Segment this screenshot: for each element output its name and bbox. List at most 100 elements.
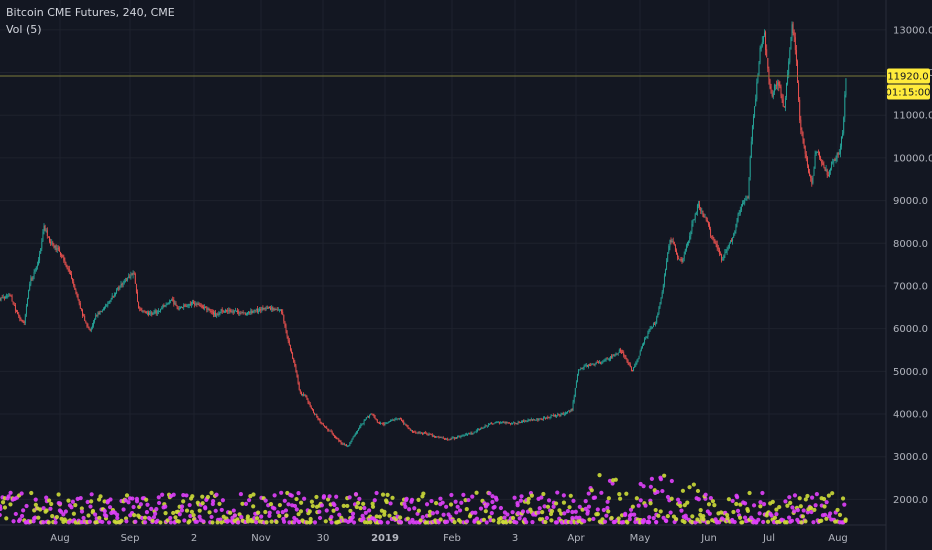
volume-dot [38, 507, 43, 512]
volume-dot [132, 513, 137, 518]
volume-dot [334, 494, 339, 499]
candle-body [527, 419, 529, 422]
candle-body [746, 197, 748, 200]
volume-legend[interactable]: Vol (5) [6, 23, 42, 36]
candle-body [585, 365, 587, 366]
volume-dot [740, 520, 745, 525]
volume-dot [591, 516, 596, 522]
candle-body [676, 250, 677, 255]
time-axis[interactable]: Aug Sep 2 Nov 30 2019 Feb 3 Apr May Jun Jul Aug [50, 533, 848, 544]
candle-body [820, 156, 822, 160]
volume-dot [708, 496, 713, 501]
volume-dot [361, 501, 366, 506]
candle-body [108, 301, 110, 304]
volume-dot [384, 499, 389, 505]
candle-body [245, 314, 247, 316]
candle-body [430, 434, 432, 436]
volume-dot [66, 520, 72, 525]
candle-body [687, 242, 688, 246]
candle-body [661, 291, 663, 298]
candle-body [520, 421, 522, 423]
candle-body [500, 422, 501, 424]
candle-body [132, 272, 134, 276]
candle-body [183, 305, 185, 308]
candle-body [231, 311, 233, 313]
volume-dot [783, 499, 788, 504]
candle-body [270, 307, 272, 310]
volume-dot [678, 503, 683, 508]
volume-dot [251, 492, 256, 497]
candle-body [354, 433, 356, 436]
volume-dot [798, 504, 803, 509]
candle-body [308, 402, 310, 404]
candle-body [457, 436, 459, 438]
volume-dot [587, 517, 592, 522]
candle-body [640, 347, 642, 351]
volume-dot [133, 519, 138, 524]
candle-body [353, 435, 355, 438]
volume-dot [390, 495, 395, 500]
volume-dot [536, 510, 541, 515]
candle-body [408, 428, 410, 430]
candle-body [639, 351, 641, 356]
candle-body [197, 303, 199, 305]
volume-dot [725, 516, 730, 521]
volume-dot [654, 519, 659, 525]
candle-body [761, 41, 763, 47]
volume-dot [236, 520, 241, 525]
candle-body [9, 294, 11, 296]
candle-body [509, 423, 511, 424]
volume-dot [251, 504, 256, 509]
candle-body [2, 297, 4, 298]
candle-body [119, 287, 121, 289]
candle-body [292, 353, 294, 359]
volume-dot [799, 520, 804, 525]
volume-dot [757, 511, 762, 516]
symbol-legend[interactable]: Bitcoin CME Futures, 240, CME [6, 6, 175, 19]
volume-dot [555, 490, 560, 495]
candle-body [91, 325, 93, 328]
candle-body [552, 415, 554, 416]
volume-dot [758, 500, 763, 505]
candle-body [462, 435, 464, 437]
volume-dot [605, 505, 610, 511]
volume-dot [160, 492, 165, 497]
candle-body [727, 248, 729, 250]
volume-dot [220, 498, 225, 503]
volume-dot [583, 499, 588, 504]
volume-dot [801, 508, 806, 513]
volume-dot [350, 511, 356, 516]
volume-dot [2, 505, 8, 510]
x-tick-label: 30 [317, 533, 330, 544]
volume-dot [682, 519, 687, 525]
candle-body [385, 423, 387, 425]
volume-dot [215, 520, 220, 525]
candle-body [742, 203, 743, 207]
volume-dot [307, 509, 312, 514]
candle-body [621, 351, 622, 353]
candle-body [237, 310, 239, 312]
candle-body [42, 231, 44, 242]
candle-body [712, 236, 714, 239]
candle-body [294, 361, 296, 366]
candle-body [296, 372, 298, 377]
candle-body [187, 305, 189, 307]
volume-dot [309, 499, 314, 504]
candle-body [382, 423, 384, 424]
candle-body [5, 297, 6, 299]
volume-dot [239, 515, 244, 520]
candle-body [113, 295, 115, 297]
candle-body [426, 433, 428, 435]
candle-body [373, 414, 375, 417]
candle-body [428, 433, 430, 435]
candle-body [627, 361, 629, 364]
volume-dot [131, 504, 136, 510]
volume-dot [490, 494, 495, 499]
candle-body [384, 423, 386, 425]
x-tick-label: Sep [121, 533, 140, 544]
candle-body [251, 310, 253, 314]
candle-body [590, 365, 592, 366]
y-tick-label: 13000.0 [893, 25, 932, 36]
candle-body [206, 308, 208, 310]
